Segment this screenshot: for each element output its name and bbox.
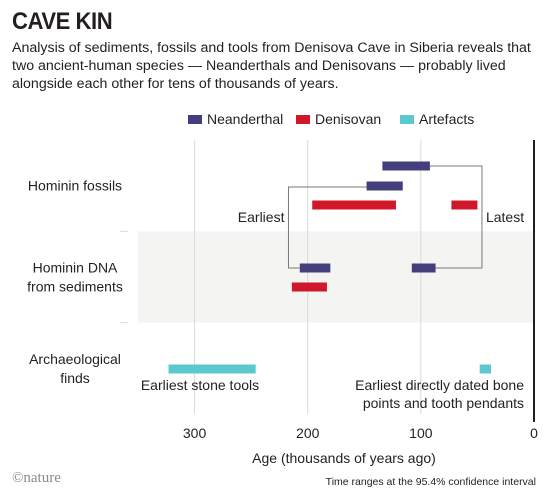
row-label-1: Hominin fossils (28, 178, 122, 194)
x-tick-label-300: 300 (183, 425, 207, 441)
legend-swatch-neanderthal (188, 115, 202, 124)
chart-title: CAVE KIN (12, 8, 113, 35)
x-tick-label-100: 100 (409, 425, 433, 441)
x-axis: 300 200 100 0 Age (thousands of years ago) (183, 140, 538, 466)
neanderthal-bar-6 (411, 263, 436, 273)
artefacts-bar-9 (479, 364, 492, 374)
earliest-latest-brackets (287, 165, 483, 269)
bone-points-label-line-2: points and tooth pendants (363, 395, 524, 411)
denisovan-bar-4 (451, 200, 478, 210)
x-tick-label-0: 0 (530, 425, 538, 441)
artefacts-bar-8 (168, 364, 256, 374)
x-tick-label-200: 200 (296, 425, 320, 441)
latest-bracket (429, 165, 483, 269)
earliest-stone-tools-label: Earliest stone tools (141, 377, 259, 393)
neanderthal-bar-2 (366, 181, 403, 191)
legend-label-neanderthal: Neanderthal (207, 111, 283, 127)
legend-label-artefacts: Artefacts (419, 111, 474, 127)
bone-points-label-line-1: Earliest directly dated bone (355, 377, 524, 393)
earliest-label: Earliest (238, 209, 285, 225)
latest-label: Latest (486, 209, 524, 225)
row-band-1 (138, 140, 534, 232)
legend-swatch-denisovan (296, 115, 310, 124)
row-label-3: finds (60, 370, 90, 386)
denisovan-bar-3 (312, 200, 396, 210)
range-bars (168, 161, 492, 374)
chart-subtitle: Analysis of sediments, fossils and tools… (12, 40, 531, 92)
x-axis-label: Age (thousands of years ago) (252, 450, 436, 466)
legend: Neanderthal Denisovan Artefacts (188, 111, 474, 127)
legend-swatch-artefacts (400, 115, 414, 124)
chart-annotations: Earliest Latest Earliest stone tools Earlie… (141, 209, 524, 411)
row-labels: Hominin fossils Hominin DNA from sediments… (27, 178, 123, 386)
row-label-2: from sediments (27, 279, 123, 295)
neanderthal-bar-1 (382, 161, 430, 171)
nature-logo: ©nature (12, 470, 61, 486)
neanderthal-bar-5 (299, 263, 331, 273)
legend-label-denisovan: Denisovan (315, 111, 381, 127)
earliest-bracket (287, 186, 367, 269)
row-label-3: Archaeological (29, 351, 121, 367)
confidence-footnote: Time ranges at the 95.4% confidence inte… (325, 476, 536, 488)
denisovan-bar-7 (291, 282, 327, 292)
row-label-2: Hominin DNA (33, 260, 118, 276)
row-bands (120, 140, 534, 414)
row-band-2 (138, 231, 534, 323)
